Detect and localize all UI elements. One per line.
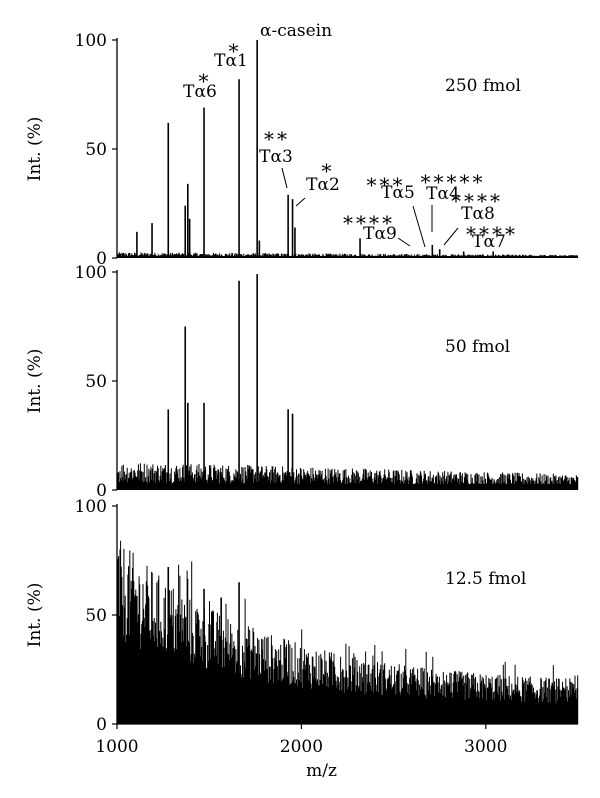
spectrum-panel-2: 0 50 100 Int. (%) 50 fmol <box>25 263 579 501</box>
y-tick-label: 50 <box>85 372 107 392</box>
y-tick-label: 100 <box>75 263 107 283</box>
spectrum-panel-3: 0 50 100 Int. (%) 12.5 fmol 1000 2000 3000 m/z <box>25 497 579 781</box>
peak-label: Tα5 <box>381 183 415 203</box>
sample-amount-label: 12.5 fmol <box>445 569 526 589</box>
peak-asterisks: *** <box>367 173 406 197</box>
y-tick-label: 0 <box>96 481 107 501</box>
sample-amount-label: 50 fmol <box>445 337 510 357</box>
peak-label: Tα2 <box>306 175 340 195</box>
peak-asterisks: **** <box>466 222 518 246</box>
noise-trace <box>116 252 579 258</box>
peak-label: Tα7 <box>472 232 506 252</box>
peak-asterisks: * <box>322 159 335 183</box>
peak-label: Tα4 <box>426 184 460 204</box>
label-leader-line <box>397 237 411 247</box>
peak-asterisks: * <box>199 69 212 93</box>
sample-amount-label: 250 fmol <box>445 76 521 96</box>
y-tick-label: 100 <box>75 497 107 517</box>
label-leader-line <box>281 167 288 189</box>
baseline-band <box>117 484 578 490</box>
x-axis-label: m/z <box>306 761 337 781</box>
peak-label: Tα1 <box>214 51 248 71</box>
x-tick-label: 3000 <box>464 737 507 757</box>
y-tick-label: 0 <box>96 249 107 269</box>
baseline-band <box>117 256 578 258</box>
peak-asterisks: **** <box>343 211 395 235</box>
peak-asterisks: **** <box>451 189 503 213</box>
peak-label: α-casein <box>260 21 332 41</box>
baseline-band <box>117 710 578 724</box>
peak-asterisks: ** <box>264 127 290 151</box>
y-axis-label: Int. (%) <box>25 117 45 182</box>
label-leader-line <box>443 227 459 246</box>
y-axis-label: Int. (%) <box>25 583 45 648</box>
y-axis-label: Int. (%) <box>25 349 45 414</box>
y-tick-label: 0 <box>96 715 107 735</box>
y-tick-label: 50 <box>85 606 107 626</box>
y-tick-label: 50 <box>85 140 107 160</box>
peak-asterisks: ***** <box>421 170 486 194</box>
x-tick-label: 1000 <box>95 737 138 757</box>
noise-trace <box>116 463 579 490</box>
label-leader-line <box>412 205 426 248</box>
x-tick-label: 2000 <box>280 737 323 757</box>
label-leader-line <box>295 197 306 207</box>
peak-asterisks: * <box>229 39 242 63</box>
peak-label: Tα8 <box>461 204 495 224</box>
peak-label: Tα6 <box>183 82 217 102</box>
peak-label: Tα3 <box>259 147 293 167</box>
peak-label: Tα9 <box>363 224 397 244</box>
y-tick-label: 100 <box>75 31 107 51</box>
